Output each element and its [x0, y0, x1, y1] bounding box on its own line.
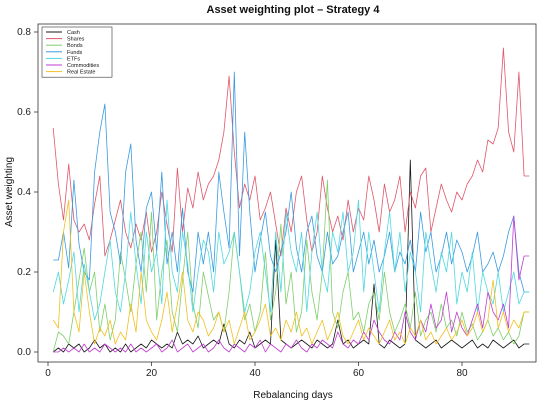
series-line-bonds — [52, 179, 530, 353]
legend-label-etfs: ETFs — [67, 56, 80, 62]
x-tick-label: 60 — [353, 368, 365, 379]
chart-title: Asset weighting plot – Strategy 4 — [207, 4, 381, 16]
plot-frame — [37, 23, 537, 363]
legend-label-bonds: Bonds — [67, 43, 83, 49]
y-axis-title: Asset weighting — [4, 157, 15, 227]
legend-label-cash: Cash — [67, 30, 80, 36]
y-tick-label: 0.8 — [17, 27, 31, 38]
y-tick-label: 0.4 — [17, 187, 31, 198]
series-lines — [52, 47, 530, 353]
series-line-real-estate — [52, 199, 530, 345]
x-axis-title: Rebalancing days — [253, 390, 333, 401]
legend-label-commodities: Commodities — [67, 63, 99, 69]
x-tick-label: 40 — [249, 368, 261, 379]
y-tick-label: 0.6 — [17, 107, 31, 118]
legend: CashSharesBondsFundsETFsCommoditiesReal … — [41, 26, 113, 78]
series-line-etfs — [52, 199, 530, 321]
x-tick-label: 80 — [456, 368, 468, 379]
legend-label-real-estate: Real Estate — [67, 70, 95, 76]
series-line-shares — [52, 47, 530, 257]
axes: 0 20 40 60 80 0.0 0.2 0.4 0.6 0.8 — [17, 23, 537, 379]
x-tick-label: 0 — [45, 368, 51, 379]
series-line-commodities — [53, 215, 530, 353]
legend-label-shares: Shares — [67, 37, 85, 43]
x-tick-label: 20 — [146, 368, 158, 379]
y-tick-label: 0.2 — [17, 267, 31, 278]
series-line-funds — [53, 71, 530, 293]
y-tick-label: 0.0 — [17, 347, 31, 358]
legend-label-funds: Funds — [67, 50, 83, 56]
